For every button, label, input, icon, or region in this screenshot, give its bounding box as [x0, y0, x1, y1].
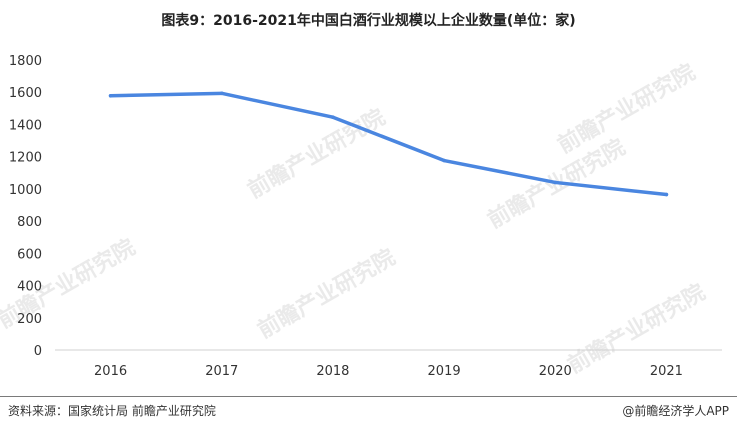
y-tick-label: 200 [17, 312, 42, 327]
publisher-credit: @前瞻经济学人APP [622, 404, 729, 418]
chart-title: 图表9：2016-2021年中国白酒行业规模以上企业数量(单位：家) [161, 13, 576, 29]
x-tick-label: 2019 [428, 364, 461, 379]
watermark-text: 前瞻产业研究院 [553, 59, 699, 159]
watermark-text: 前瞻产业研究院 [243, 104, 389, 204]
y-tick-label: 800 [17, 215, 42, 230]
y-tick-label: 1600 [9, 86, 42, 101]
data-point [108, 93, 113, 98]
data-point [664, 192, 669, 197]
y-tick-label: 1800 [9, 54, 42, 69]
x-tick-label: 2021 [650, 364, 683, 379]
y-tick-label: 400 [17, 280, 42, 295]
data-point [331, 115, 335, 119]
data-point [553, 180, 558, 185]
y-tick-label: 600 [17, 247, 42, 262]
y-tick-label: 0 [34, 344, 42, 359]
series-line [108, 91, 669, 197]
x-axis: 2016 2017 2018 2019 2020 2021 [55, 349, 722, 379]
y-axis: 0 200 400 600 800 1000 1200 1400 1600 1800 [9, 54, 42, 359]
series-layer [108, 91, 669, 197]
source-note: 资料来源：国家统计局 前瞻产业研究院 [8, 404, 216, 418]
y-tick-label: 1200 [9, 151, 42, 166]
x-tick-label: 2017 [205, 364, 238, 379]
y-tick-label: 1000 [9, 183, 42, 198]
footer-divider [0, 396, 737, 397]
x-tick-label: 2016 [94, 364, 127, 379]
watermark-text: 前瞻产业研究院 [253, 244, 399, 344]
y-tick-label: 1400 [9, 118, 42, 133]
x-tick-label: 2020 [539, 364, 572, 379]
watermark-text: 前瞻产业研究院 [563, 279, 709, 379]
x-tick-label: 2018 [316, 364, 349, 379]
data-point [219, 91, 224, 96]
data-point [442, 158, 446, 163]
